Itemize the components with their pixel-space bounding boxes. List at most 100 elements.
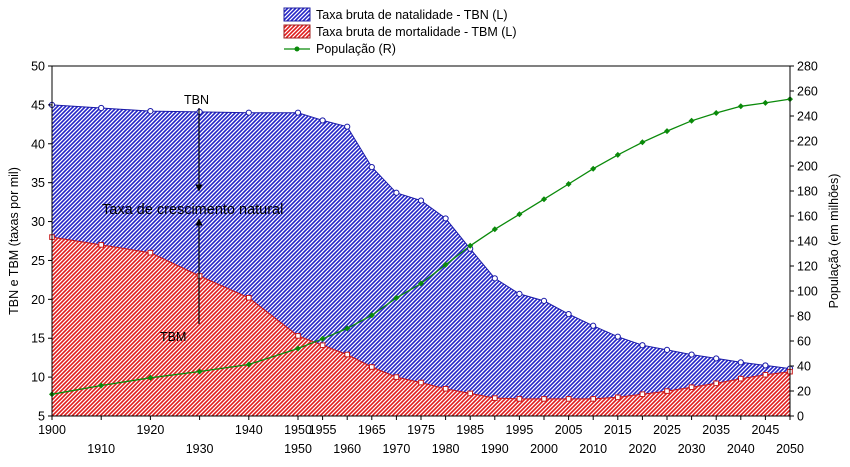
y-right-tick-label: 240 — [797, 110, 818, 124]
x-tick-label-top: 2005 — [555, 423, 583, 437]
y-left-tick-label: 45 — [31, 98, 45, 112]
y-right-tick-label: 0 — [797, 410, 804, 424]
point-tbm — [615, 394, 621, 401]
x-tick-label-bottom: 2020 — [628, 442, 656, 456]
y-left-tick-label: 20 — [31, 293, 45, 307]
legend-swatch-tbn — [283, 7, 311, 22]
y-right-tick-label: 140 — [797, 235, 818, 249]
y-right-tick-label: 100 — [797, 285, 818, 299]
point-tbn — [368, 164, 375, 171]
point-tbm — [418, 379, 424, 386]
y-right-tick-label: 220 — [797, 135, 818, 149]
point-populacao — [541, 196, 547, 203]
x-tick-label-top: 1940 — [235, 423, 263, 437]
point-tbn — [762, 362, 769, 369]
point-tbm — [295, 333, 301, 339]
x-tick-label-bottom: 2010 — [579, 442, 607, 456]
point-tbm — [639, 391, 646, 398]
y-right-tick-label: 20 — [797, 385, 811, 399]
point-tbn — [540, 297, 548, 304]
point-populacao — [762, 99, 769, 106]
point-tbn — [393, 189, 400, 196]
axes-layer: 5101520253035404550020406080100120140160… — [31, 60, 818, 457]
x-tick-label-top: 1920 — [136, 423, 164, 437]
point-tbm — [590, 396, 597, 402]
y-right-tick-label: 200 — [797, 160, 818, 174]
point-populacao — [98, 382, 105, 389]
annotation-growth: Taxa de crescimento natural — [102, 202, 283, 218]
x-tick-label-top: 2025 — [653, 423, 681, 437]
x-tick-label-bottom: 1960 — [333, 442, 361, 456]
x-tick-label-top: 2045 — [751, 423, 779, 437]
x-tick-label-top: 2015 — [604, 423, 632, 437]
point-tbn — [614, 333, 621, 340]
point-populacao — [713, 110, 720, 116]
y-right-tick-label: 80 — [797, 310, 811, 324]
x-tick-label-top: 1965 — [358, 423, 386, 437]
point-tbn — [245, 109, 252, 116]
point-populacao — [368, 312, 375, 319]
x-tick-label-top: 1995 — [505, 423, 533, 437]
areas-layer — [52, 104, 790, 417]
point-populacao — [565, 181, 572, 187]
point-populacao — [393, 294, 400, 301]
point-populacao — [442, 261, 449, 268]
point-tbm — [565, 396, 572, 402]
point-tbm — [393, 374, 400, 380]
point-populacao — [516, 211, 523, 218]
point-tbn — [147, 108, 154, 115]
y-axis-left-title: TBN e TBM (taxas por mil) — [7, 167, 21, 315]
x-tick-label-top: 2035 — [702, 423, 730, 437]
x-tick-label-top: 1955 — [309, 423, 337, 437]
x-tick-label-bottom: 2040 — [727, 442, 755, 456]
point-tbn — [590, 322, 597, 329]
x-tick-label-bottom: 2030 — [678, 442, 706, 456]
point-populacao — [737, 103, 744, 110]
point-tbn — [98, 104, 105, 112]
point-populacao — [196, 368, 203, 375]
area-tbm — [52, 237, 790, 416]
point-tbm — [442, 385, 449, 392]
point-populacao — [614, 151, 621, 158]
x-tick-label-top: 1950 — [284, 423, 312, 437]
x-tick-label-bottom: 1910 — [87, 442, 115, 456]
point-populacao — [688, 117, 695, 124]
point-tbm — [492, 395, 498, 401]
y-left-tick-label: 5 — [38, 410, 45, 424]
y-right-tick-label: 60 — [797, 335, 811, 349]
point-tbm — [344, 351, 350, 358]
y-left-tick-label: 50 — [31, 60, 45, 74]
y-right-tick-label: 280 — [797, 60, 818, 74]
point-tbm — [467, 390, 473, 397]
point-tbm — [369, 364, 375, 370]
point-tbn — [344, 123, 351, 130]
point-populacao — [418, 280, 424, 287]
point-tbn — [663, 346, 671, 353]
y-left-tick-label: 15 — [31, 332, 45, 346]
point-populacao — [639, 139, 646, 146]
point-tbn — [516, 290, 523, 297]
y-right-tick-label: 180 — [797, 185, 818, 199]
x-tick-label-bottom: 1970 — [382, 442, 410, 456]
x-tick-label-top: 1975 — [407, 423, 435, 437]
point-tbm — [541, 396, 547, 402]
point-tbn — [294, 109, 302, 116]
point-tbn — [442, 215, 449, 222]
point-tbm — [319, 342, 326, 349]
point-populacao — [295, 345, 301, 352]
point-populacao — [319, 335, 326, 342]
line-tbn — [51, 104, 791, 370]
point-populacao — [245, 361, 252, 368]
point-tbm — [664, 388, 670, 394]
x-tick-label-bottom: 2000 — [530, 442, 558, 456]
y-left-tick-label: 25 — [31, 254, 45, 268]
point-populacao — [664, 128, 670, 135]
legend: Taxa bruta de natalidade - TBN (L) Taxa … — [283, 7, 517, 56]
legend-label-tbn: Taxa bruta de natalidade - TBN (L) — [316, 8, 508, 22]
point-populacao — [491, 226, 498, 233]
y-left-tick-label: 35 — [31, 176, 45, 190]
point-tbn — [491, 275, 498, 282]
y-left-tick-label: 40 — [31, 137, 45, 151]
